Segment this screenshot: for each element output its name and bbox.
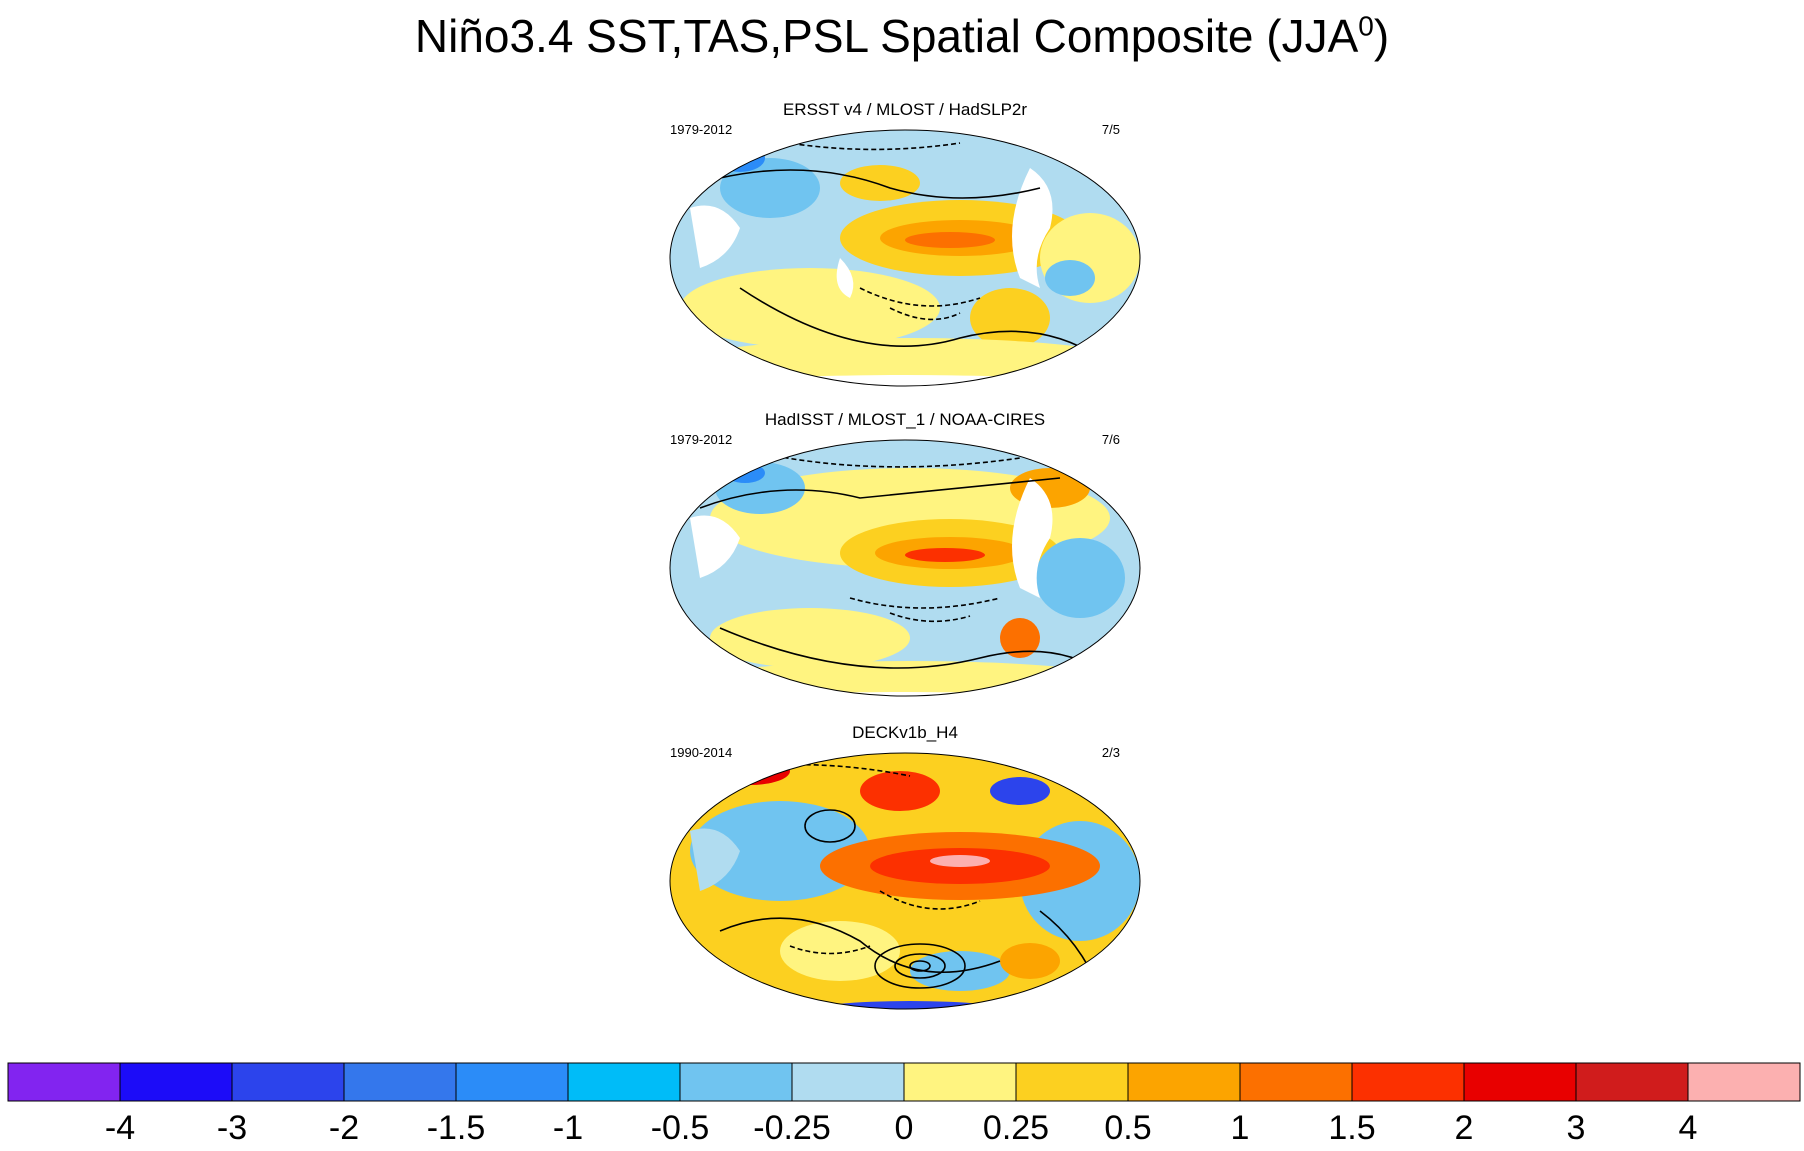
colorbar: -4 -3 -2 -1.5 -1 -0.5 -0.25 0 0.25 0.5 1 1.5 2 3 4 xyxy=(7,1062,1801,1147)
colorbar-tick-label: 1.5 xyxy=(1328,1109,1375,1147)
colorbar-tick-label: -1 xyxy=(553,1109,583,1147)
panel-title: DECKv1b_H4 xyxy=(852,723,958,742)
colorbar-swatch xyxy=(567,1062,681,1102)
colorbar-tick-label: -4 xyxy=(105,1109,135,1147)
colorbar-tick-label: -2 xyxy=(329,1109,359,1147)
colorbar-tick-label: -0.25 xyxy=(753,1109,831,1147)
colorbar-tick-label: 1 xyxy=(1231,1109,1250,1147)
colorbar-swatch xyxy=(1127,1062,1241,1102)
map-panel-1: ERSST v4 / MLOST / HadSLP2r 1979-2012 7/… xyxy=(660,100,1150,410)
colorbar-swatch xyxy=(119,1062,233,1102)
map-deck xyxy=(669,752,1141,1010)
map-panel-2: HadISST / MLOST_1 / NOAA-CIRES 1979-2012… xyxy=(660,410,1150,720)
panel-period: 1979-2012 xyxy=(670,122,733,137)
colorbar-swatch xyxy=(1351,1062,1465,1102)
colorbar-swatch xyxy=(7,1062,121,1102)
map-hadisst xyxy=(669,439,1141,697)
map-panel-3: DECKv1b_H4 1990-2014 2/3 xyxy=(660,723,1150,1033)
colorbar-tick-label: 0 xyxy=(895,1109,914,1147)
colorbar-swatch xyxy=(343,1062,457,1102)
map-ersst xyxy=(669,129,1141,387)
colorbar-swatch xyxy=(903,1062,1017,1102)
colorbar-swatch xyxy=(679,1062,793,1102)
colorbar-swatch xyxy=(455,1062,569,1102)
colorbar-tick-label: -3 xyxy=(217,1109,247,1147)
panel-period: 1979-2012 xyxy=(670,432,733,447)
colorbar-swatch xyxy=(1575,1062,1689,1102)
figure-title: Niño3.4 SST,TAS,PSL Spatial Composite (J… xyxy=(414,10,1390,62)
colorbar-swatch xyxy=(1463,1062,1577,1102)
panel-period: 1990-2014 xyxy=(670,745,733,760)
colorbar-tick-label: 0.25 xyxy=(983,1109,1049,1147)
panel-title: HadISST / MLOST_1 / NOAA-CIRES xyxy=(764,410,1046,429)
panel-count: 7/5 xyxy=(1101,122,1120,137)
colorbar-tick-label: 4 xyxy=(1679,1109,1698,1147)
panel-count: 7/6 xyxy=(1101,432,1120,447)
panel-count: 2/3 xyxy=(1101,745,1120,760)
colorbar-tick-label: -0.5 xyxy=(651,1109,710,1147)
colorbar-swatch xyxy=(1239,1062,1353,1102)
colorbar-tick-label: 0.5 xyxy=(1104,1109,1151,1147)
colorbar-swatch xyxy=(1687,1062,1801,1102)
colorbar-tick-label: 2 xyxy=(1455,1109,1474,1147)
colorbar-swatch xyxy=(231,1062,345,1102)
colorbar-swatch xyxy=(1015,1062,1129,1102)
panel-title: ERSST v4 / MLOST / HadSLP2r xyxy=(782,100,1028,119)
colorbar-swatch xyxy=(791,1062,905,1102)
colorbar-tick-label: -1.5 xyxy=(427,1109,486,1147)
colorbar-tick-label: 3 xyxy=(1567,1109,1586,1147)
